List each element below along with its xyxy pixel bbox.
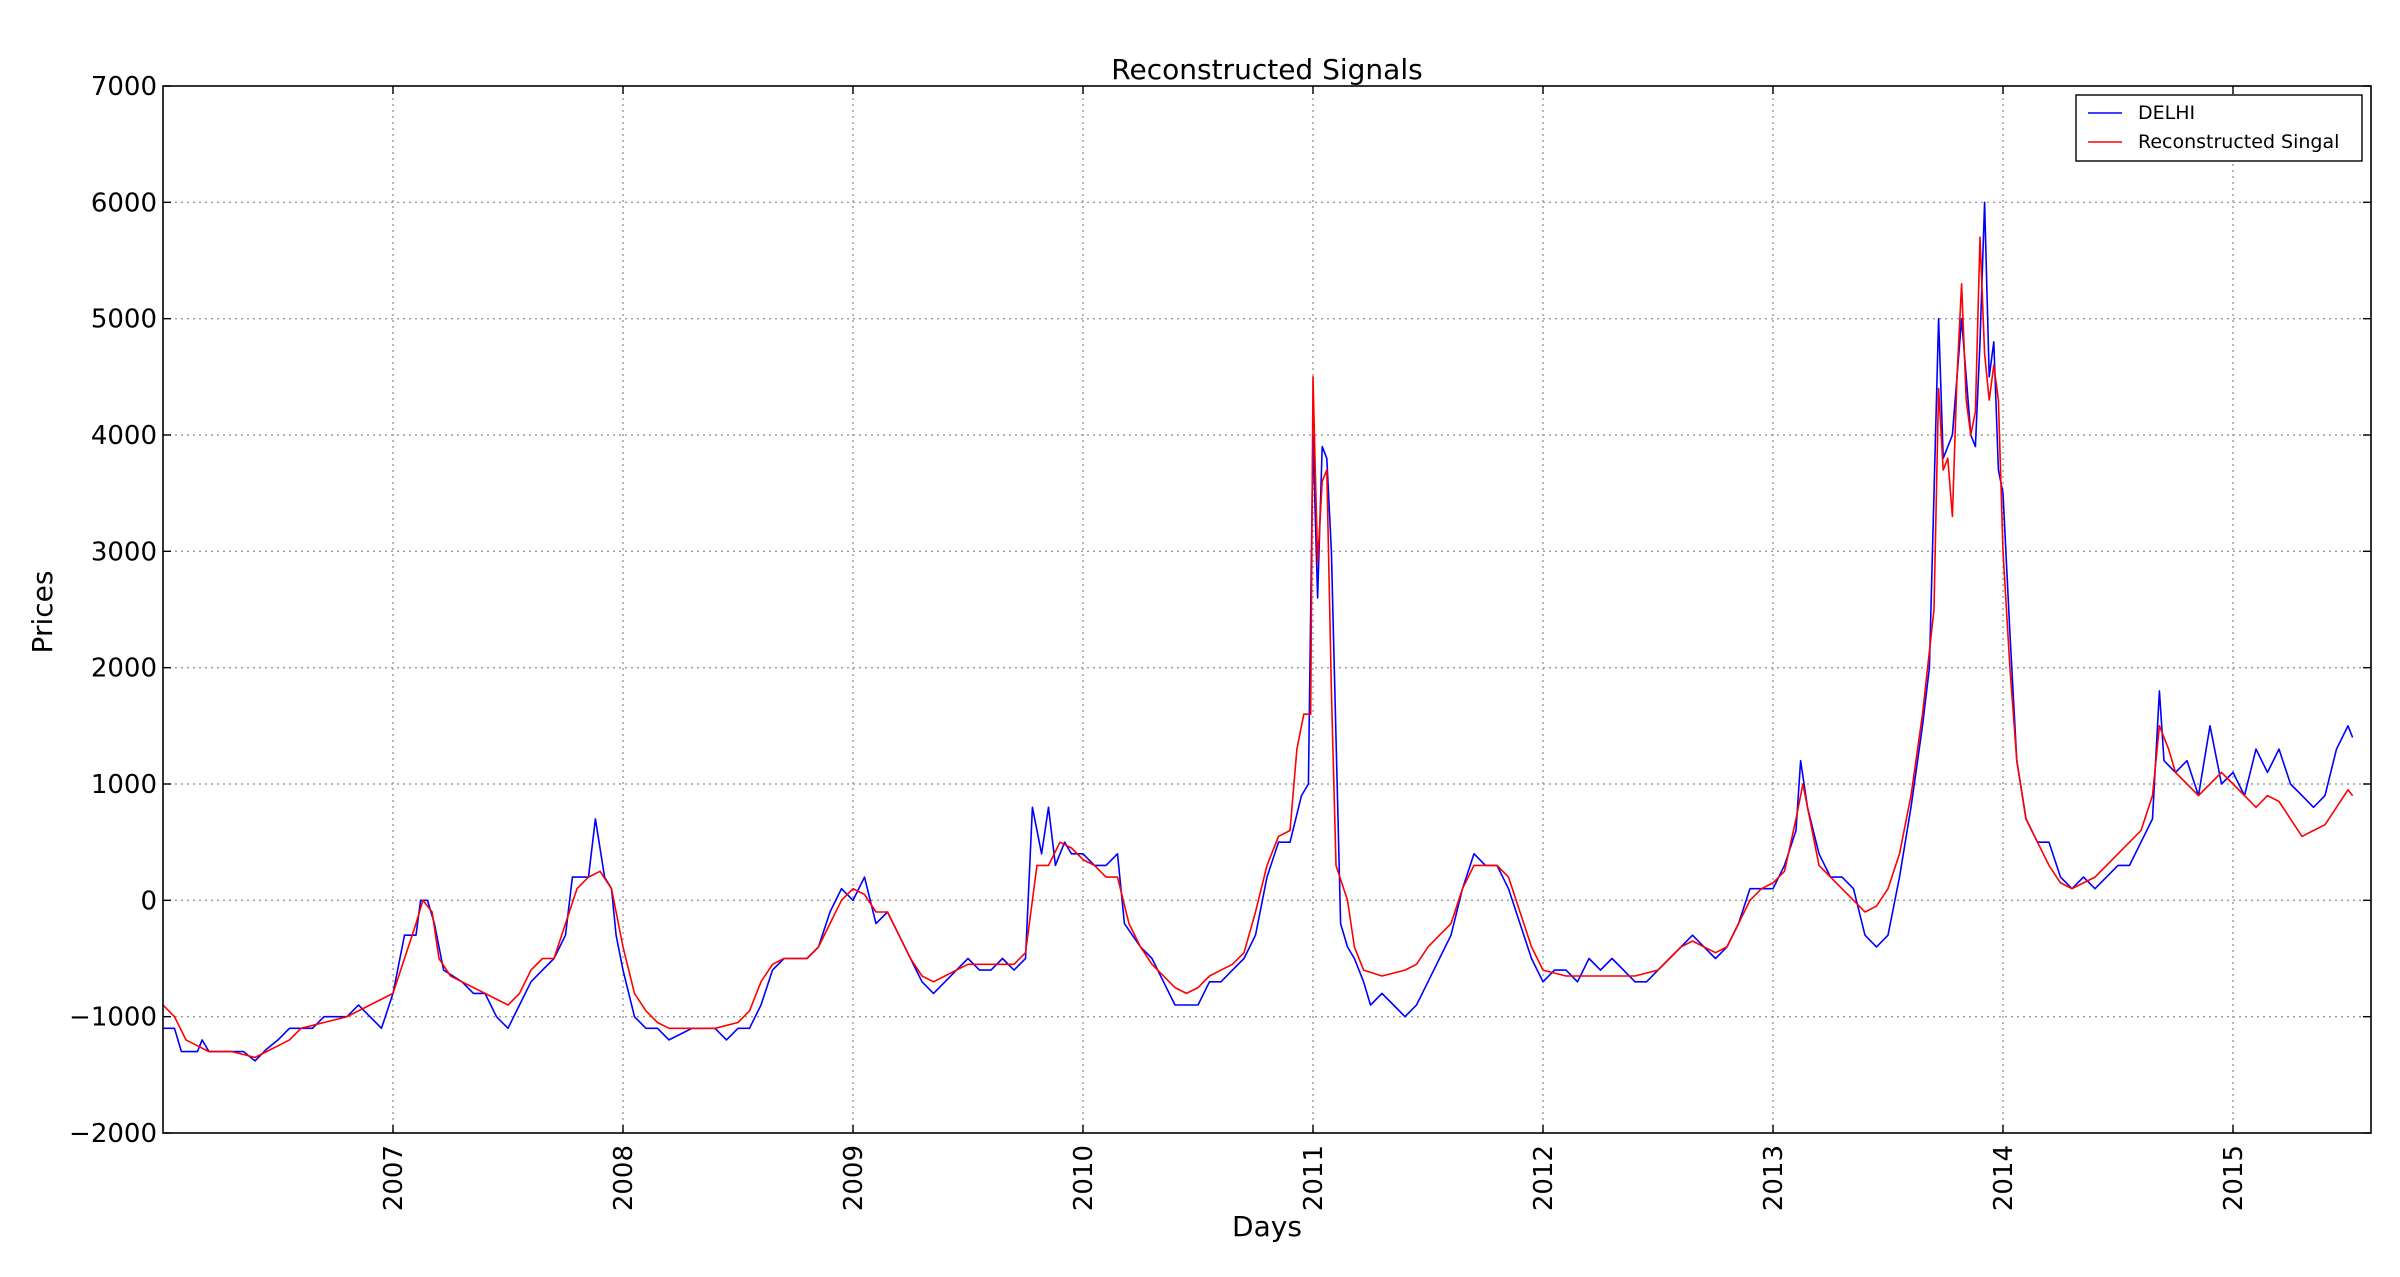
x-tick-label: 2015 xyxy=(2219,1145,2249,1211)
y-tick-label: 3000 xyxy=(91,537,157,567)
series-line-reconstructed xyxy=(162,236,2354,1059)
y-tick-label: 2000 xyxy=(91,654,157,684)
y-axis-title: Prices xyxy=(26,571,59,654)
x-tick-label: 2008 xyxy=(609,1145,639,1211)
y-tick-label: 0 xyxy=(140,886,157,916)
y-tick-label: 5000 xyxy=(91,305,157,335)
x-tick-label: 2013 xyxy=(1759,1145,1789,1211)
y-tick-label: −1000 xyxy=(69,1003,157,1033)
plot-frame xyxy=(162,85,2372,1134)
x-tick-label: 2007 xyxy=(379,1145,409,1211)
y-tick-label: 6000 xyxy=(91,188,157,218)
x-tick-label: 2010 xyxy=(1069,1145,1099,1211)
y-tick-label: 7000 xyxy=(91,72,157,102)
legend-label-reconstructed: Reconstructed Singal xyxy=(2138,131,2339,153)
legend: DELHI Reconstructed Singal xyxy=(2075,94,2363,162)
grid xyxy=(163,86,2371,1133)
series-line-delhi xyxy=(163,201,2354,1062)
legend-frame xyxy=(2075,94,2363,162)
legend-label-delhi: DELHI xyxy=(2138,102,2195,124)
x-tick-label: 2012 xyxy=(1529,1145,1559,1211)
y-tick-label: 4000 xyxy=(91,421,157,451)
y-tick-label: 1000 xyxy=(91,770,157,800)
chart-title: Reconstructed Signals xyxy=(1111,53,1422,86)
ticks: −2000 −1000 0 1000 2000 3000 4000 5000 6000 7000 2… xyxy=(69,72,2371,1211)
y-tick-label: −2000 xyxy=(69,1119,157,1149)
x-axis-title: Days xyxy=(1232,1210,1302,1243)
x-tick-label: 2014 xyxy=(1989,1145,2019,1211)
x-tick-label: 2009 xyxy=(839,1145,869,1211)
series-layer xyxy=(162,201,2354,1062)
x-tick-label: 2011 xyxy=(1299,1145,1329,1211)
